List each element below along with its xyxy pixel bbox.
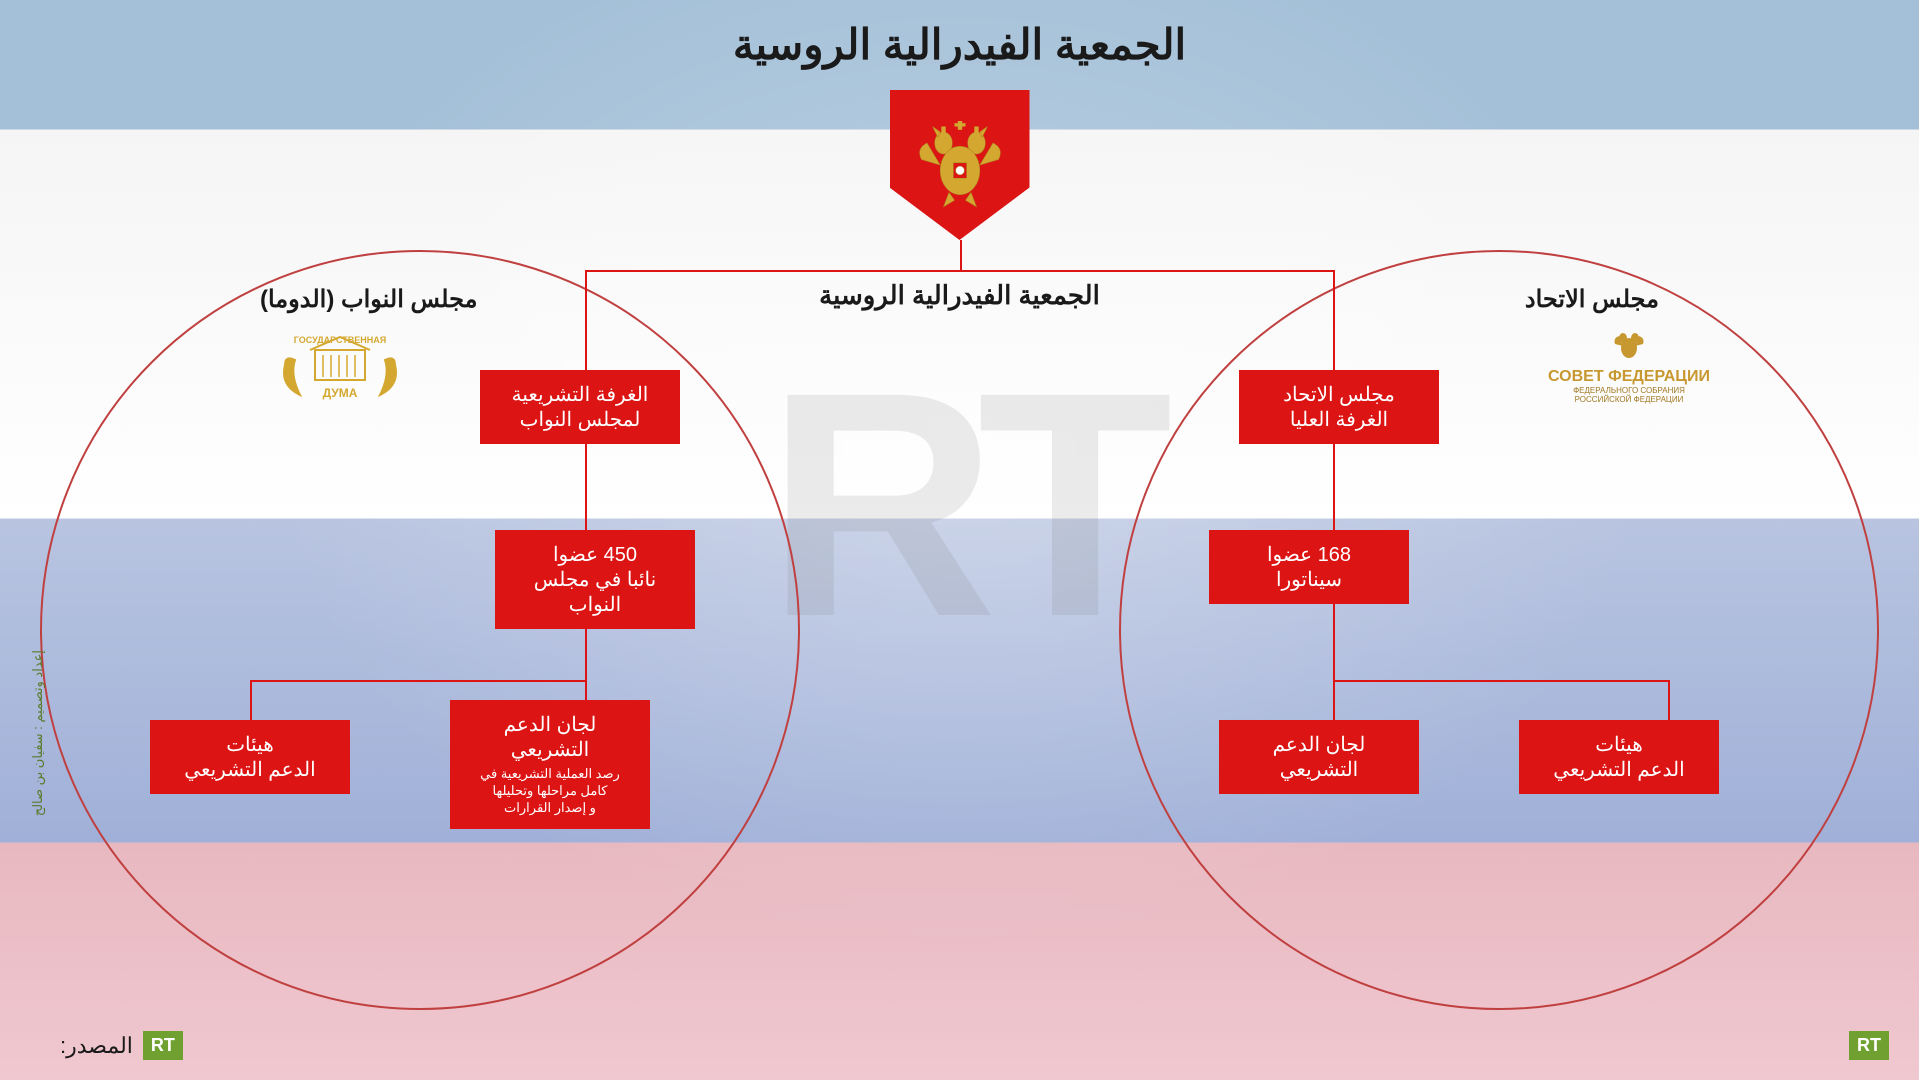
center-label: الجمعية الفيدرالية الروسية (819, 280, 1100, 311)
svg-text:ДУМА: ДУМА (323, 386, 358, 400)
left-circle (40, 250, 800, 1010)
box-text: لجان الدعم التشريعي (504, 714, 597, 761)
right-circle (1119, 250, 1879, 1010)
left-box-members: 450 عضوا نائبا في مجلس النواب (495, 530, 695, 629)
right-box-committees: لجان الدعم التشريعي (1219, 720, 1419, 794)
right-box-members: 168 عضوا سيناتورا (1209, 530, 1409, 604)
box-subtext: رصد العملية التشريعية في كامل مراحلها وت… (468, 766, 632, 817)
connector-line (585, 270, 1335, 272)
connector-line (960, 240, 962, 270)
federation-subtitle: ФЕДЕРАЛЬНОГО СОБРАНИЯ РОССИЙСКОЙ ФЕДЕРАЦ… (1549, 386, 1709, 404)
box-text: هيئات الدعم التشريعي (1553, 734, 1684, 781)
connector-line (1668, 680, 1670, 720)
connector-line (1333, 680, 1670, 682)
connector-line (585, 440, 587, 530)
double-eagle-icon (905, 110, 1015, 220)
rt-logo-icon: RT (1849, 1031, 1889, 1060)
rt-logo-icon: RT (143, 1031, 183, 1060)
federation-title: СОВЕТ ФЕДЕРАЦИИ (1548, 368, 1710, 386)
box-text: 168 عضوا سيناتورا (1267, 544, 1351, 591)
left-box-chamber: الغرفة التشريعية لمجلس النواب (480, 370, 680, 444)
left-box-committees: لجان الدعم التشريعي رصد العملية التشريعي… (450, 700, 650, 829)
box-text: 450 عضوا نائبا في مجلس النواب (534, 544, 656, 616)
connector-line (1333, 440, 1335, 530)
right-box-chamber: مجلس الاتحاد الغرفة العليا (1239, 370, 1439, 444)
duma-emblem: ГОСУДАРСТВЕННАЯ ДУМА (260, 320, 420, 410)
federation-emblem: СОВЕТ ФЕДЕРАЦИИ ФЕДЕРАЛЬНОГО СОБРАНИЯ РО… (1549, 320, 1709, 410)
rt-watermark: RT (766, 320, 1153, 688)
connector-line (585, 680, 587, 700)
connector-line (585, 620, 587, 680)
connector-line (1333, 270, 1335, 370)
right-branch-label: مجلس الاتحاد (1525, 285, 1659, 314)
left-box-bodies: هيئات الدعم التشريعي (150, 720, 350, 794)
credit-text: إعداد وتصميم : سفيان بن صالح (30, 650, 45, 816)
box-text: الغرفة التشريعية لمجلس النواب (512, 384, 649, 431)
page-title: الجمعية الفيدرالية الروسية (0, 20, 1919, 69)
box-text: لجان الدعم التشريعي (1273, 734, 1366, 781)
right-box-bodies: هيئات الدعم التشريعي (1519, 720, 1719, 794)
connector-line (250, 680, 252, 720)
connector-line (585, 270, 587, 370)
connector-line (250, 680, 587, 682)
left-branch-label: مجلس النواب (الدوما) (260, 285, 477, 314)
source-label: RT المصدر: (60, 1031, 183, 1060)
connector-line (1333, 600, 1335, 680)
russia-coat-of-arms (890, 90, 1030, 240)
box-text: مجلس الاتحاد الغرفة العليا (1283, 384, 1395, 431)
source-text: المصدر: (60, 1033, 133, 1059)
rt-corner-logo: RT (1849, 1031, 1889, 1060)
box-text: هيئات الدعم التشريعي (184, 734, 315, 781)
connector-line (1333, 680, 1335, 720)
